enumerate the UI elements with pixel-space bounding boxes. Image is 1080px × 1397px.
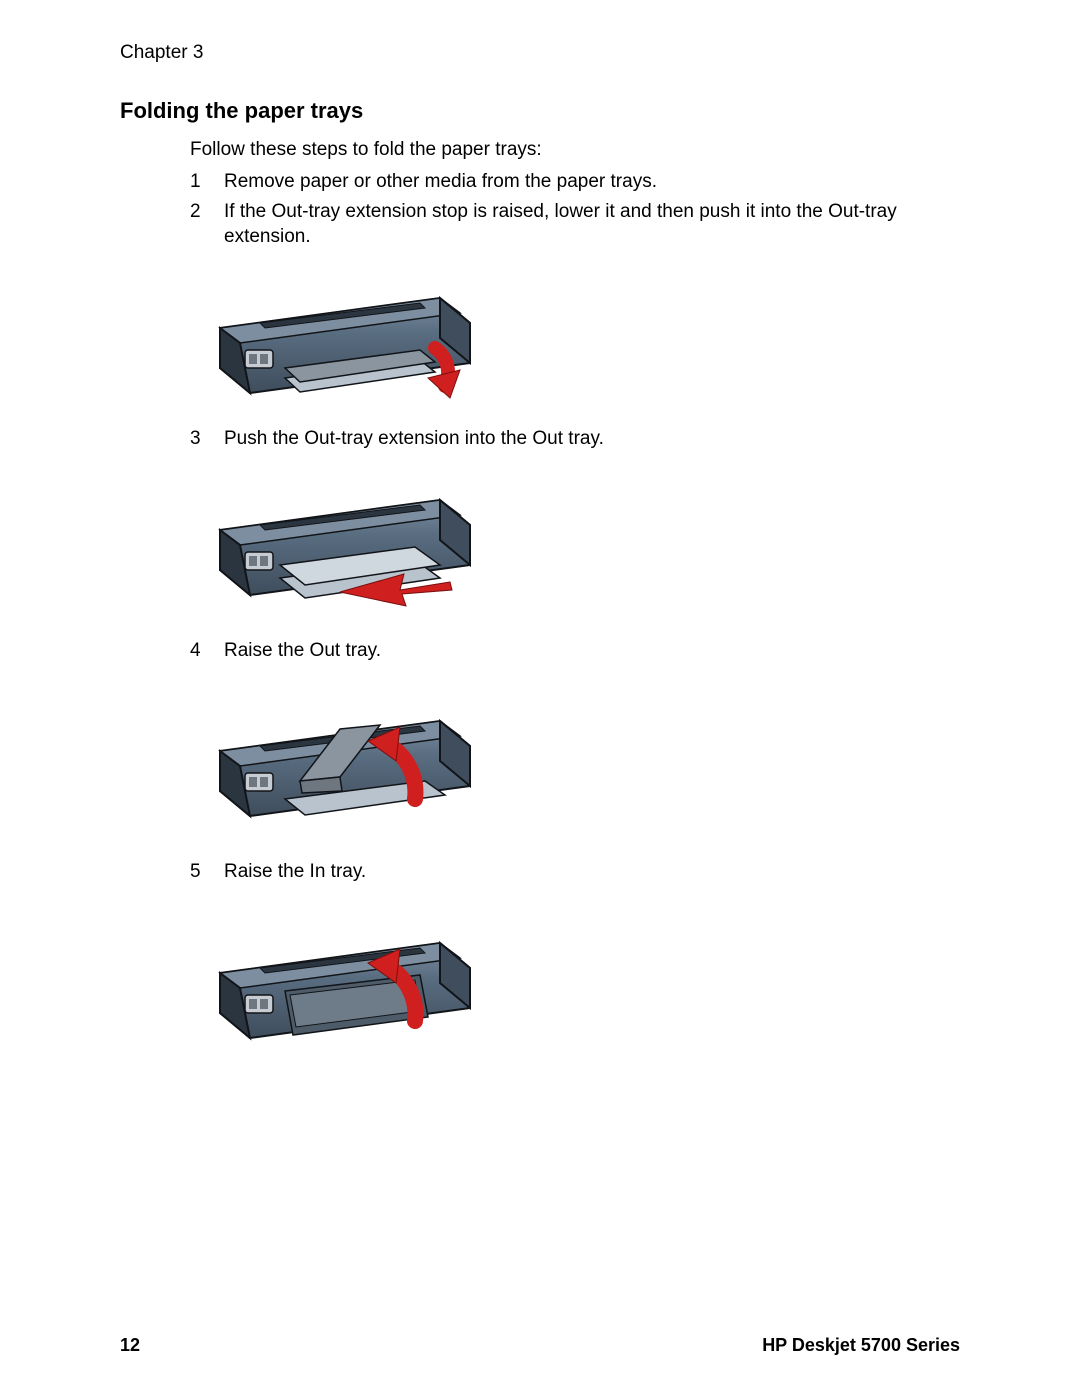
step-row: 5 Raise the In tray. (190, 859, 960, 885)
figure-2 (190, 470, 960, 620)
step-row: 3 Push the Out-tray extension into the O… (190, 426, 960, 452)
printer-illustration-icon (190, 470, 490, 620)
step-number: 2 (190, 199, 224, 225)
chapter-label: Chapter 3 (120, 40, 960, 66)
section-heading: Folding the paper trays (120, 96, 960, 126)
step-text: Remove paper or other media from the pap… (224, 169, 960, 195)
printer-illustration-icon (190, 268, 490, 408)
step-number: 4 (190, 638, 224, 664)
step-text: Raise the In tray. (224, 859, 960, 885)
figure-4 (190, 903, 960, 1058)
printer-illustration-icon (190, 903, 490, 1058)
figure-3 (190, 681, 960, 841)
step-number: 3 (190, 426, 224, 452)
step-row: 1 Remove paper or other media from the p… (190, 169, 960, 195)
step-number: 1 (190, 169, 224, 195)
step-text: If the Out-tray extension stop is raised… (224, 199, 960, 250)
figure-1 (190, 268, 960, 408)
step-row: 4 Raise the Out tray. (190, 638, 960, 664)
step-number: 5 (190, 859, 224, 885)
printer-illustration-icon (190, 681, 490, 841)
intro-text: Follow these steps to fold the paper tra… (190, 137, 960, 163)
page-footer: 12 HP Deskjet 5700 Series (120, 1333, 960, 1357)
product-name: HP Deskjet 5700 Series (762, 1333, 960, 1357)
step-row: 2 If the Out-tray extension stop is rais… (190, 199, 960, 250)
manual-page: Chapter 3 Folding the paper trays Follow… (0, 0, 1080, 1397)
step-text: Push the Out-tray extension into the Out… (224, 426, 960, 452)
page-number: 12 (120, 1333, 140, 1357)
step-text: Raise the Out tray. (224, 638, 960, 664)
